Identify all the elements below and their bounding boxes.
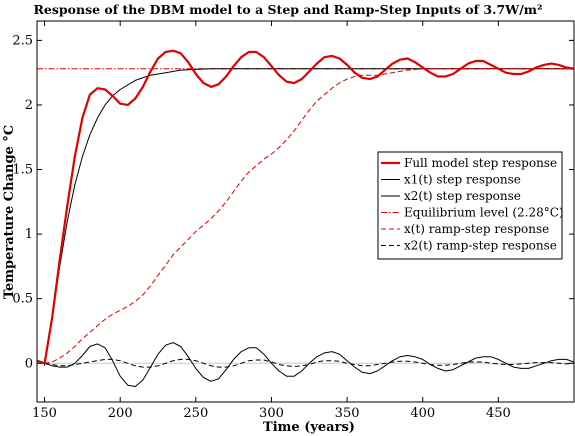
- x-tick-label: 450: [486, 406, 511, 421]
- chart-title: Response of the DBM model to a Step and …: [34, 2, 543, 17]
- legend: Full model step response x1(t) step respo…: [377, 151, 564, 260]
- legend-entry-label: Full model step response: [404, 156, 557, 170]
- x-axis-label: Time (years): [263, 420, 355, 435]
- y-axis: 0 0.5 1 1.5 2 2.5: [12, 33, 574, 371]
- legend-entry-label: x2(t) step response: [404, 189, 521, 203]
- legend-entry-label: x2(t) ramp-step response: [404, 239, 557, 253]
- x-tick-label: 200: [108, 406, 133, 421]
- y-tick-label: 2.5: [12, 33, 33, 48]
- y-tick-label: 0.5: [12, 292, 33, 307]
- x-tick-label: 250: [183, 406, 208, 421]
- legend-entry-label: x(t) ramp-step response: [404, 222, 549, 236]
- x-axis: 150 200 250 300 350 400 450: [32, 21, 511, 421]
- legend-entry-label: Equilibrium level (2.28°C): [404, 206, 564, 220]
- series-line-0: [37, 49, 574, 365]
- x-tick-label: 150: [32, 406, 57, 421]
- legend-box: [377, 151, 563, 260]
- y-axis-label: Temperature Change °C: [2, 125, 17, 299]
- series-line-1: [37, 68, 574, 364]
- x-tick-label: 300: [259, 406, 284, 421]
- series-line-2: [37, 342, 574, 387]
- x-tick-label: 350: [335, 406, 360, 421]
- plot-frame: [36, 20, 575, 403]
- y-tick-label: 0: [25, 356, 33, 371]
- x-tick-label: 400: [410, 406, 435, 421]
- y-tick-label: 1.5: [12, 163, 33, 178]
- y-tick-label: 1: [25, 227, 33, 242]
- legend-entry-label: x1(t) step response: [404, 173, 521, 187]
- series-line-5: [37, 358, 574, 368]
- plot-area: [36, 20, 575, 403]
- y-tick-label: 2: [25, 98, 33, 113]
